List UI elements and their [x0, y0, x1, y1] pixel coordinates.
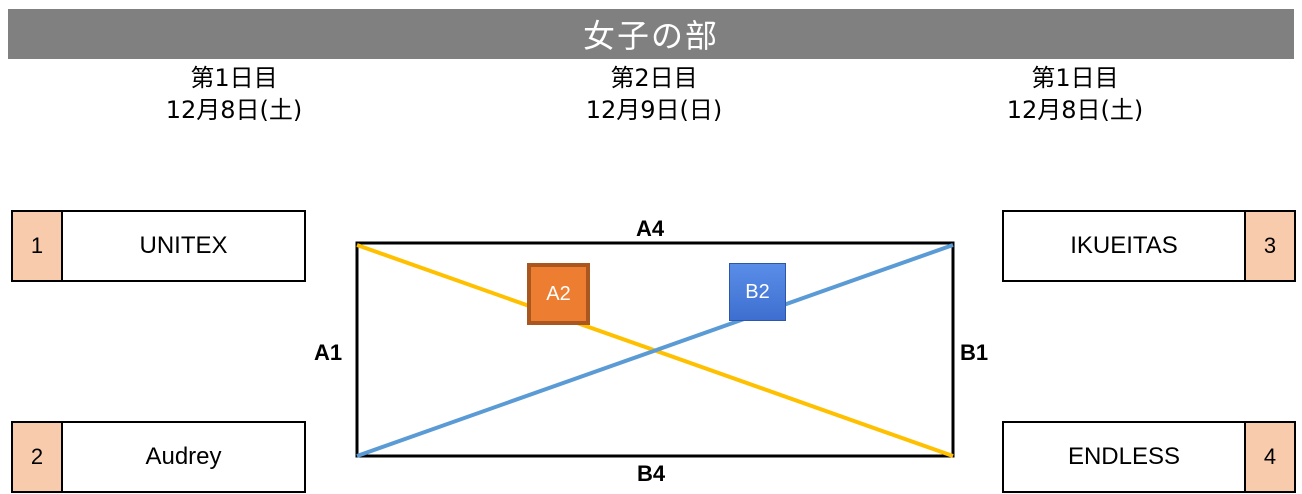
match-marker-b2: B2 [729, 263, 786, 321]
match-label-b4: B4 [637, 461, 666, 486]
day-header-right: 第1日目 12月8日(土) [945, 62, 1205, 126]
team-name: Audrey [145, 443, 222, 470]
day-label: 第1日目 [1031, 64, 1119, 92]
seed-number: 3 [1244, 212, 1294, 280]
team-name: ENDLESS [1067, 443, 1181, 470]
match-rectangle [355, 241, 955, 458]
seed-number: 1 [13, 212, 63, 280]
match-label-a1: A1 [314, 340, 343, 365]
day-label: 第2日目 [610, 64, 698, 92]
match-label-a4: A4 [636, 216, 665, 241]
team-name: IKUEITAS [1070, 232, 1178, 259]
team-box-1: 1 UNITEX [11, 210, 306, 282]
match-label-b1: B1 [960, 340, 989, 365]
match-marker-a2: A2 [527, 263, 590, 325]
day-date: 12月8日(土) [165, 96, 303, 124]
day-header-center: 第2日目 12月9日(日) [524, 62, 784, 126]
team-box-2: 2 Audrey [11, 421, 306, 493]
team-box-3: IKUEITAS 3 [1002, 210, 1296, 282]
division-title: 女子の部 [8, 9, 1294, 59]
seed-number: 2 [13, 423, 63, 491]
day-date: 12月8日(土) [1006, 96, 1144, 124]
day-date: 12月9日(日) [585, 96, 723, 124]
day-header-left: 第1日目 12月8日(土) [104, 62, 364, 126]
seed-number: 4 [1244, 423, 1294, 491]
day-label: 第1日目 [190, 64, 278, 92]
team-name: UNITEX [139, 232, 228, 259]
team-box-4: ENDLESS 4 [1002, 421, 1296, 493]
diagonal-line-b [356, 243, 954, 458]
